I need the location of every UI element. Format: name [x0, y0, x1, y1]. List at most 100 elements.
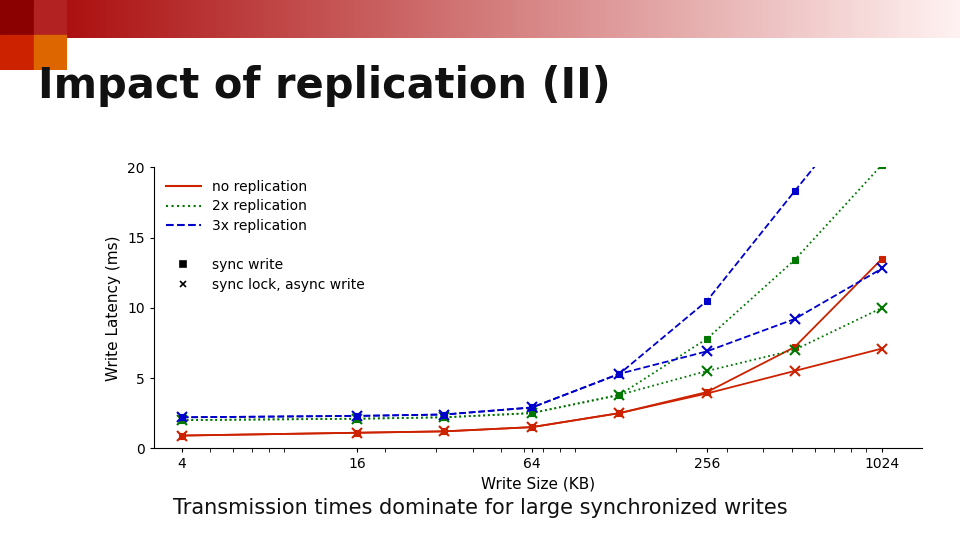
Bar — [34, 35, 67, 70]
Bar — [384, 0, 389, 38]
Bar — [125, 0, 130, 38]
Bar — [432, 0, 437, 38]
Bar — [5, 0, 10, 38]
Bar — [427, 0, 432, 38]
Bar — [0, 0, 34, 35]
Bar — [758, 0, 763, 38]
Text: Transmission times dominate for large synchronized writes: Transmission times dominate for large sy… — [173, 498, 787, 518]
Bar — [485, 0, 490, 38]
Bar — [394, 0, 398, 38]
Bar — [739, 0, 744, 38]
Bar — [403, 0, 408, 38]
Bar — [893, 0, 898, 38]
Bar — [10, 0, 14, 38]
Bar — [350, 0, 355, 38]
Bar — [226, 0, 230, 38]
Bar — [317, 0, 322, 38]
Bar — [398, 0, 403, 38]
Bar — [144, 0, 149, 38]
Bar — [614, 0, 619, 38]
Bar — [682, 0, 686, 38]
Bar — [178, 0, 182, 38]
Bar — [163, 0, 168, 38]
Bar — [475, 0, 480, 38]
Bar — [298, 0, 302, 38]
Bar — [120, 0, 125, 38]
Bar — [149, 0, 154, 38]
Bar — [835, 0, 840, 38]
Bar — [595, 0, 600, 38]
Bar — [902, 0, 907, 38]
Bar — [581, 0, 586, 38]
Bar — [667, 0, 672, 38]
Bar — [859, 0, 864, 38]
Bar — [547, 0, 552, 38]
Bar — [504, 0, 509, 38]
Bar — [14, 0, 19, 38]
Bar — [134, 0, 139, 38]
Bar — [106, 0, 110, 38]
Text: Impact of replication (II): Impact of replication (II) — [38, 65, 612, 107]
Bar — [82, 0, 86, 38]
Bar — [370, 0, 374, 38]
Bar — [182, 0, 187, 38]
Bar — [211, 0, 216, 38]
Bar — [202, 0, 206, 38]
Bar — [422, 0, 427, 38]
Bar — [494, 0, 499, 38]
Bar — [610, 0, 614, 38]
Bar — [782, 0, 787, 38]
Bar — [734, 0, 739, 38]
Bar — [898, 0, 902, 38]
Bar — [696, 0, 701, 38]
Bar — [0, 35, 34, 70]
Bar — [523, 0, 528, 38]
Bar — [874, 0, 878, 38]
Bar — [638, 0, 643, 38]
Bar — [811, 0, 816, 38]
Bar — [259, 0, 264, 38]
Bar — [230, 0, 235, 38]
Bar — [672, 0, 677, 38]
Bar — [605, 0, 610, 38]
Bar — [336, 0, 341, 38]
Bar — [643, 0, 648, 38]
Bar — [250, 0, 254, 38]
Bar — [926, 0, 931, 38]
Bar — [302, 0, 307, 38]
Bar — [254, 0, 259, 38]
Bar — [346, 0, 350, 38]
Bar — [710, 0, 715, 38]
Bar — [830, 0, 835, 38]
Bar — [216, 0, 221, 38]
Bar — [715, 0, 720, 38]
Bar — [538, 0, 542, 38]
Bar — [451, 0, 456, 38]
Bar — [58, 0, 62, 38]
Bar — [917, 0, 922, 38]
Bar — [360, 0, 365, 38]
Bar — [648, 0, 653, 38]
Bar — [912, 0, 917, 38]
Bar — [806, 0, 811, 38]
Bar — [341, 0, 346, 38]
Bar — [706, 0, 710, 38]
Bar — [768, 0, 773, 38]
Bar — [96, 0, 101, 38]
Bar — [91, 0, 96, 38]
Bar — [883, 0, 888, 38]
Bar — [446, 0, 451, 38]
Bar — [0, 0, 5, 38]
Bar — [139, 0, 144, 38]
Bar — [514, 0, 518, 38]
Bar — [187, 0, 192, 38]
Bar — [235, 0, 240, 38]
Bar — [552, 0, 557, 38]
Bar — [62, 0, 67, 38]
Bar — [470, 0, 475, 38]
Bar — [744, 0, 749, 38]
Bar — [557, 0, 562, 38]
Bar — [888, 0, 893, 38]
Bar — [154, 0, 158, 38]
Bar — [619, 0, 624, 38]
